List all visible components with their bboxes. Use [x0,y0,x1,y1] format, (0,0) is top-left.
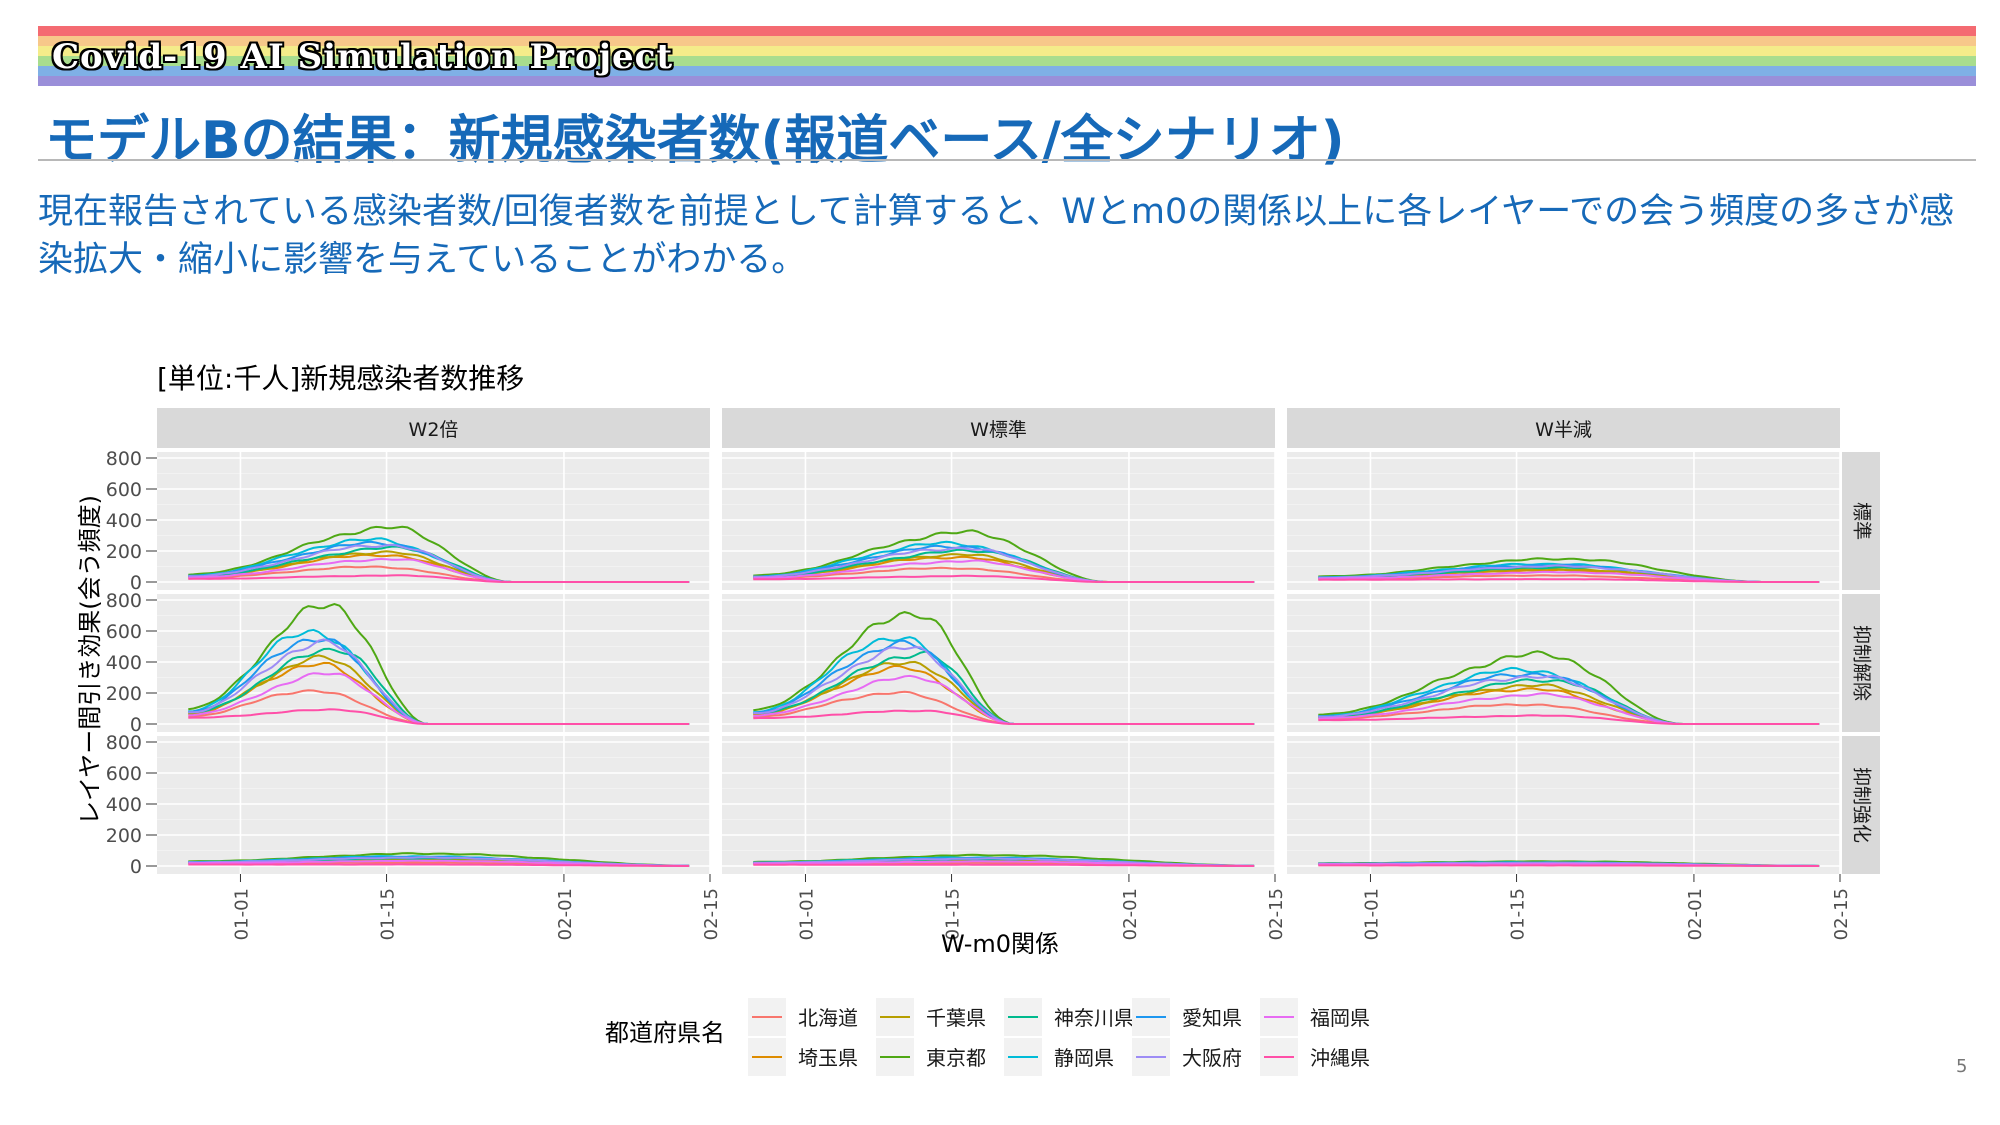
y-tick-label: 0 [130,714,142,736]
series-line [188,863,690,867]
x-axis-title: W-m0関係 [941,930,1059,958]
facet-strip-row [1842,594,1880,732]
rainbow-header [38,26,1976,88]
legend-label: 大阪府 [1182,1046,1242,1070]
y-tick-label: 0 [130,856,142,878]
facet-strip-column [722,408,1275,448]
x-tick-label: 01-15 [378,888,399,940]
legend-label: 愛知県 [1182,1006,1242,1030]
x-tick-label: 02-15 [1831,888,1852,940]
series-line [1318,578,1820,583]
title-divider [38,159,1976,161]
header-stripe [38,76,1976,86]
legend-label: 北海道 [798,1006,858,1030]
series-line [188,708,690,725]
x-tick-label: 02-01 [1120,888,1141,940]
y-tick-label: 0 [130,572,142,594]
panel-background [157,736,710,874]
series-line [753,863,1255,867]
x-tick-label: 02-15 [1266,888,1287,940]
x-tick-label: 02-15 [701,888,722,940]
facet-column-label: W標準 [970,419,1027,441]
header-stripe [38,36,1976,46]
y-axis-title: レイヤー間引き効果(会う頻度) [76,495,104,825]
project-title: Covid-19 AI Simulation Project [52,37,674,77]
header-stripe [38,46,1976,56]
x-tick-label: 01-01 [796,888,817,940]
x-tick-label: 02-01 [1685,888,1706,940]
series-line [188,574,690,583]
chart-title: [単位:千人]新規感染者数推移 [157,362,524,395]
panel-background [722,736,1275,874]
page-title: モデルBの結果：新規感染者数(報道ベース/全シナリオ) [45,111,1345,171]
y-tick-label: 800 [106,448,142,470]
y-tick-label: 600 [106,763,142,785]
y-tick-label: 200 [106,825,142,847]
legend-label: 静岡県 [1054,1046,1114,1070]
series-line [753,709,1255,725]
facet-strip-column [1287,408,1840,448]
page-number: 5 [1956,1056,1968,1077]
series-line [1318,864,1820,867]
panel-background [1287,736,1840,874]
header-stripe [38,26,1976,36]
panel-background [157,594,710,732]
y-tick-label: 400 [106,652,142,674]
legend-label: 埼玉県 [798,1046,858,1070]
y-tick-label: 200 [106,541,142,563]
facet-strip-column [157,408,710,448]
panel-background [722,452,1275,590]
legend-title: 都道府県名 [605,1019,725,1047]
header-stripe [38,56,1976,66]
facet-column-label: W半減 [1535,419,1592,441]
legend-label: 福岡県 [1310,1006,1370,1030]
subtitle-text: 現在報告されている感染者数/回復者数を前提として計算すると、Wとm0の関係以上に… [38,192,1955,280]
series-line [1318,714,1820,725]
y-tick-label: 400 [106,510,142,532]
y-tick-label: 800 [106,590,142,612]
facet-strip-row [1842,736,1880,874]
y-tick-label: 600 [106,479,142,501]
x-tick-label: 02-01 [555,888,576,940]
facet-column-label: W2倍 [409,419,459,441]
legend-label: 千葉県 [926,1006,986,1030]
x-tick-label: 01-01 [231,888,252,940]
legend-label: 沖縄県 [1310,1046,1370,1070]
facet-row-label: 標準 [1851,502,1873,540]
x-tick-label: 01-15 [1508,888,1529,940]
header-stripe [38,66,1976,76]
facet-strip-row [1842,452,1880,590]
series-line [753,574,1255,583]
y-tick-label: 800 [106,732,142,754]
facet-row-label: 抑制強化 [1851,767,1873,843]
facet-row-label: 抑制解除 [1851,625,1873,701]
legend-label: 神奈川県 [1054,1006,1134,1030]
y-tick-label: 400 [106,794,142,816]
panel-background [722,594,1275,732]
legend-label: 東京都 [926,1046,986,1070]
y-tick-label: 600 [106,621,142,643]
x-tick-label: 01-15 [943,888,964,940]
x-tick-label: 01-01 [1361,888,1382,940]
y-tick-label: 200 [106,683,142,705]
